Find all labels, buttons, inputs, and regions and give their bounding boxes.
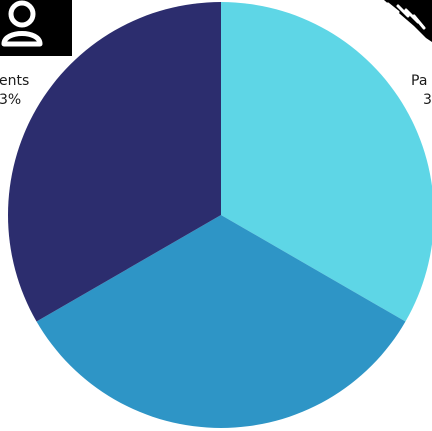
pie-slice-2 [7, 2, 221, 322]
pie-slice-0 [221, 2, 432, 322]
slice-pct-right: 3 [423, 92, 432, 108]
person-icon [0, 0, 72, 56]
pie-slices [7, 2, 432, 428]
slice-label-right: Pa [411, 73, 427, 89]
slice-pct-left: 3% [0, 92, 21, 108]
handshake-icon [384, 0, 432, 42]
slice-label-left: ents [0, 73, 29, 89]
